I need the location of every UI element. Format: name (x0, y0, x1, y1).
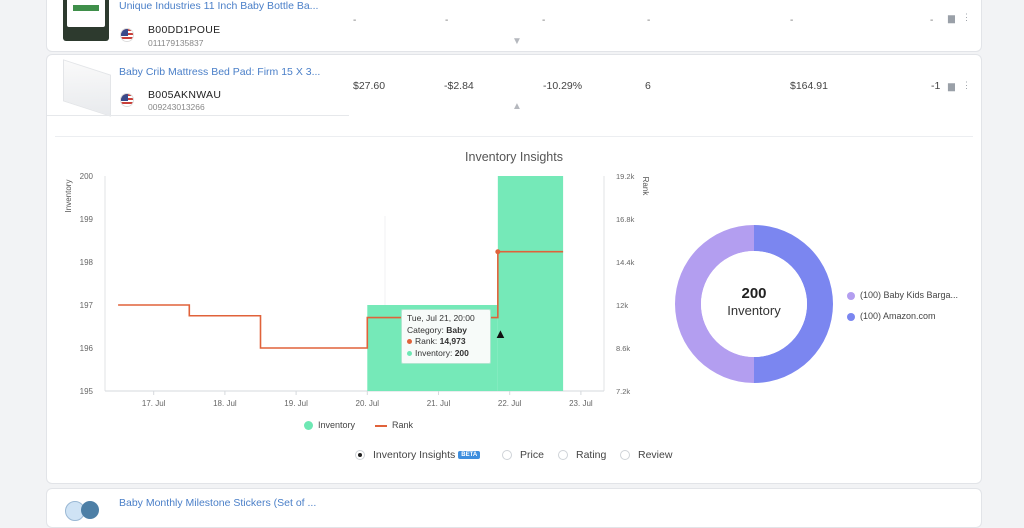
delta-cell: - (930, 15, 934, 26)
more-icon[interactable]: ⋮ (962, 12, 971, 22)
donut-legend-item[interactable]: (100) Amazon.com (847, 311, 936, 321)
product-card-expanded: Baby Crib Mattress Bed Pad: Firm 15 X 3.… (46, 54, 982, 484)
product-title[interactable]: Baby Crib Mattress Bed Pad: Firm 15 X 3.… (119, 66, 321, 78)
mouse-cursor-icon: ▲ (494, 326, 507, 341)
asin[interactable]: B00DD1POUE (148, 24, 221, 36)
radio-icon (558, 450, 568, 461)
donut-label: Inventory (727, 303, 781, 318)
donut-legend-item[interactable]: (100) Baby Kids Barga... (847, 290, 958, 300)
beta-badge: BETA (458, 451, 481, 460)
offers-cell: - (647, 15, 651, 26)
change-pct-cell: -10.29% (543, 80, 583, 92)
product-thumbnail[interactable] (63, 0, 109, 41)
change-cell: - (445, 15, 449, 26)
tab-review[interactable]: Review (620, 449, 672, 461)
chart-tooltip: Tue, Jul 21, 20:00 Category: Baby Rank: … (401, 309, 491, 364)
more-icon[interactable]: ⋮ (962, 80, 971, 90)
donut-center: 200 Inventory (694, 285, 814, 318)
radio-icon (620, 450, 630, 461)
change-cell: -$2.84 (444, 80, 474, 92)
revenue-cell: - (790, 15, 794, 26)
product-thumbnail[interactable] (65, 499, 103, 521)
asin[interactable]: B005AKNWAU (148, 89, 222, 101)
tab-rating[interactable]: Rating (558, 449, 606, 461)
change-pct-cell: - (542, 15, 546, 26)
folder-icon[interactable]: ▆ (948, 13, 955, 23)
tooltip-category: Category: Baby (407, 324, 468, 335)
donut-total: 200 (741, 285, 767, 302)
upc: 011179135837 (148, 38, 204, 48)
tooltip-inventory: Inventory: 200 (407, 348, 485, 360)
product-card: Baby Monthly Milestone Stickers (Set of … (46, 488, 982, 528)
tab-inventory-insights[interactable]: Inventory Insights BETA (355, 449, 481, 461)
tab-price[interactable]: Price (502, 449, 544, 461)
divider (55, 136, 973, 137)
upc: 009243013266 (148, 102, 205, 112)
legend-inventory[interactable]: Inventory (304, 420, 355, 431)
us-flag-icon (120, 28, 134, 42)
delta-cell: -1 (931, 80, 941, 92)
price-cell: - (353, 15, 357, 26)
chart-title: Inventory Insights (465, 150, 563, 164)
product-title[interactable]: Baby Monthly Milestone Stickers (Set of … (119, 497, 317, 509)
product-thumbnail[interactable] (61, 59, 111, 117)
chevron-up-icon[interactable]: ▲ (512, 101, 522, 112)
radio-icon (502, 450, 512, 461)
chevron-down-icon[interactable]: ▼ (512, 36, 522, 47)
radio-icon (355, 450, 365, 461)
legend-rank[interactable]: Rank (375, 420, 413, 430)
offers-cell: 6 (645, 80, 651, 92)
tooltip-rank: Rank: 14,973 (407, 336, 485, 348)
folder-icon[interactable]: ▆ (948, 81, 955, 91)
divider (47, 115, 349, 116)
us-flag-icon (120, 93, 134, 107)
product-title[interactable]: Unique Industries 11 Inch Baby Bottle Ba… (119, 0, 319, 12)
revenue-cell: $164.91 (790, 80, 828, 92)
price-cell: $27.60 (353, 80, 386, 92)
tooltip-date: Tue, Jul 21, 20:00 (407, 313, 475, 323)
product-card: Unique Industries 11 Inch Baby Bottle Ba… (46, 0, 982, 52)
